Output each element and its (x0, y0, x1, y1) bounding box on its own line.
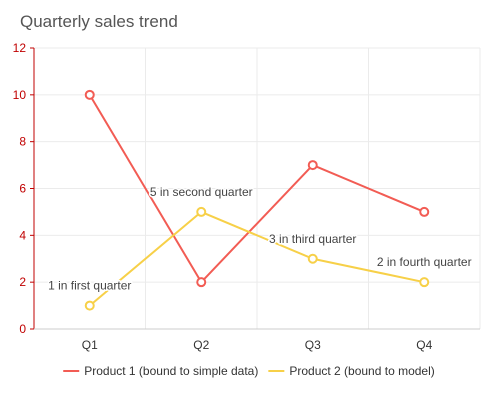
series-line-2 (89, 210, 425, 307)
legend-item-2: Product 2 (bound to model) (268, 364, 435, 378)
data-point (419, 277, 430, 288)
y-tick-label: 2 (19, 275, 26, 289)
series-line-1 (88, 94, 425, 284)
y-tick-label: 12 (13, 41, 27, 55)
chart-title: Quarterly sales trend (20, 12, 178, 31)
data-label: 1 in first quarter (48, 279, 131, 293)
x-tick-label: Q3 (305, 338, 321, 352)
axes: 0 2 4 6 8 10 12 Q1 Q2 Q3 Q4 (13, 41, 480, 352)
data-labels: 1 in first quarter 5 in second quarter 3 i… (47, 183, 474, 294)
data-point (196, 206, 207, 217)
data-point (419, 206, 430, 217)
data-point (84, 89, 95, 100)
data-point (196, 277, 207, 288)
y-tick-label: 4 (19, 228, 26, 242)
x-tick-label: Q1 (82, 338, 98, 352)
legend-label: Product 1 (bound to simple data) (84, 364, 258, 378)
legend-label: Product 2 (bound to model) (289, 364, 434, 378)
y-tick-label: 0 (19, 322, 26, 336)
y-tick-label: 6 (19, 182, 26, 196)
series-lines (84, 89, 430, 311)
legend-item-1: Product 1 (bound to simple data) (63, 364, 258, 378)
data-label: 5 in second quarter (150, 185, 253, 199)
data-label: 3 in third quarter (269, 232, 356, 246)
data-point (307, 160, 318, 171)
legend: Product 1 (bound to simple data) Product … (63, 364, 435, 378)
y-tick-label: 10 (13, 88, 27, 102)
data-point (307, 253, 318, 264)
x-tick-label: Q2 (193, 338, 209, 352)
y-tick-label: 8 (19, 135, 26, 149)
data-label: 2 in fourth quarter (377, 255, 472, 269)
data-point (84, 300, 95, 311)
x-tick-label: Q4 (416, 338, 432, 352)
